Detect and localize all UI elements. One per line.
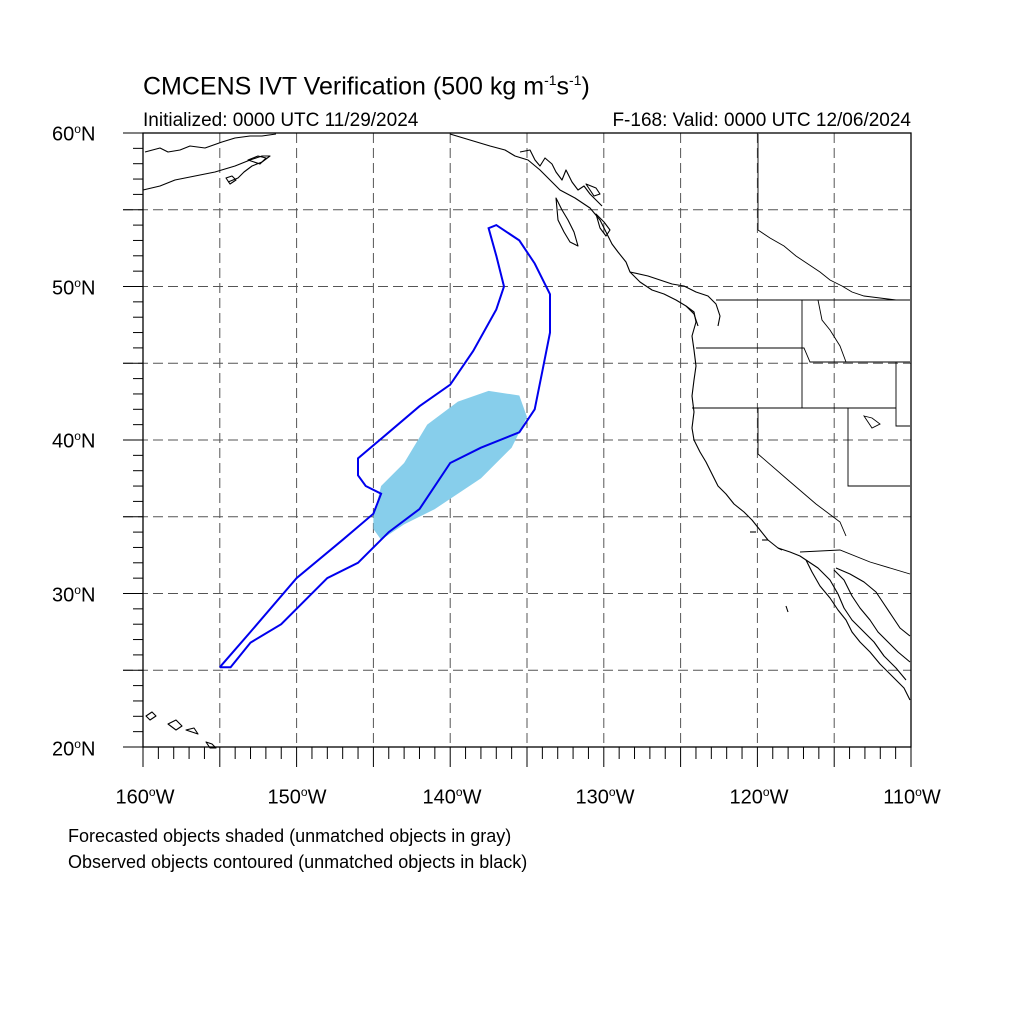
lon-label-140w: 140oW — [422, 785, 482, 809]
observed-object-contour — [219, 223, 551, 669]
title-exponent-2: -1 — [569, 72, 582, 88]
valid-time: F-168: Valid: 0000 UTC 12/06/2024 — [612, 110, 911, 131]
lat-label-50n: 50oN — [52, 276, 96, 300]
lon-label-150w: 150oW — [267, 785, 327, 809]
title-mid: s — [556, 72, 570, 101]
lon-label-110w: 110oW — [883, 785, 941, 809]
axis-ticks — [123, 132, 912, 767]
lat-label-20n: 20oN — [52, 737, 96, 761]
political-borders — [692, 134, 911, 575]
forecast-object-shaded — [373, 390, 527, 540]
legend-observed-note: Observed objects contoured (unmatched ob… — [68, 852, 528, 872]
lon-label-120w: 120oW — [729, 785, 789, 809]
lat-label-30n: 30oN — [52, 583, 96, 607]
legend-forecast-note: Forecasted objects shaded (unmatched obj… — [68, 826, 512, 846]
lat-label-60n: 60oN — [52, 122, 96, 146]
title-exponent-1: -1 — [544, 72, 557, 88]
initialized-time: Initialized: 0000 UTC 11/29/2024 — [143, 110, 419, 131]
grid-lines — [123, 133, 911, 747]
map-title: CMCENS IVT Verification (500 kg m-1s-1) — [143, 72, 590, 101]
title-end: ) — [581, 72, 590, 101]
lat-label-40n: 40oN — [52, 429, 96, 453]
lon-label-130w: 130oW — [575, 785, 635, 809]
lon-label-160w: 160oW — [115, 785, 175, 809]
coastline-outline — [142, 133, 911, 749]
title-main: CMCENS IVT Verification (500 kg m — [143, 72, 545, 101]
